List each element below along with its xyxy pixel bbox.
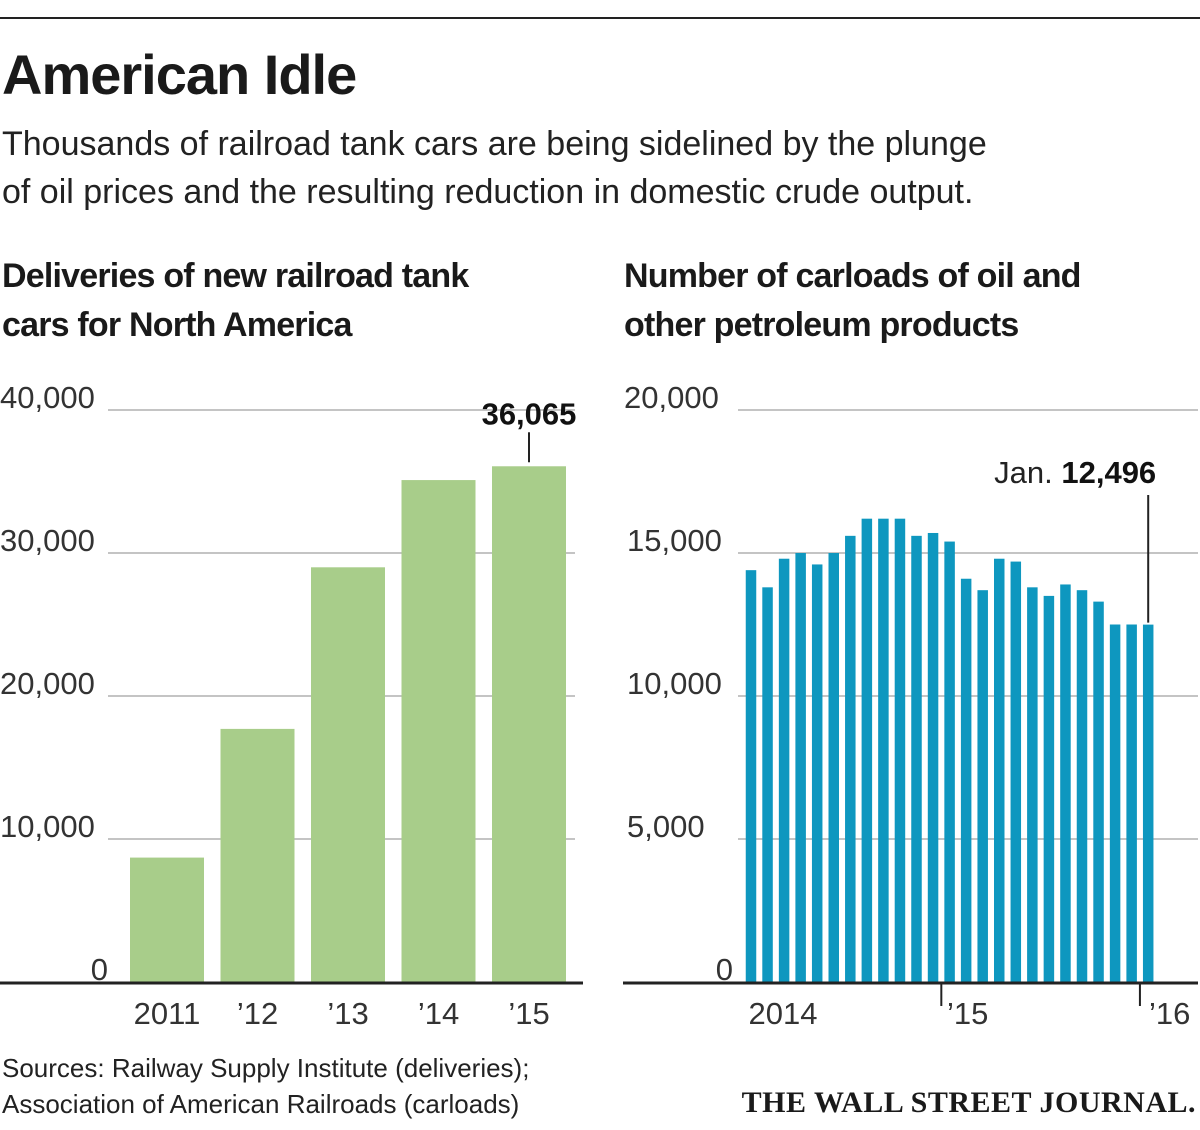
bar xyxy=(1143,625,1154,982)
bar xyxy=(862,519,873,982)
x-tick-label: ’13 xyxy=(327,996,368,1031)
bar xyxy=(994,559,1005,982)
annotation-prefix: Jan. xyxy=(994,455,1061,490)
bar xyxy=(812,564,823,982)
annotation-label: 36,065 xyxy=(482,396,577,431)
bar xyxy=(928,533,939,982)
source-line: Association of American Railroads (carlo… xyxy=(2,1086,529,1122)
bar xyxy=(1011,562,1022,982)
x-tick-label: ’16 xyxy=(1149,996,1190,1031)
y-tick-label: 10,000 xyxy=(627,666,722,701)
bar xyxy=(130,858,204,982)
bar xyxy=(795,553,806,982)
bar xyxy=(944,542,955,982)
bar xyxy=(878,519,889,982)
bar xyxy=(1126,625,1137,983)
bar xyxy=(746,570,757,982)
subtitle-line: of oil prices and the resulting reductio… xyxy=(2,168,1198,216)
bar xyxy=(311,567,385,982)
bar xyxy=(911,536,922,982)
bar xyxy=(1044,596,1055,982)
annotation-label: Jan. 12,496 xyxy=(994,455,1156,490)
page-subtitle: Thousands of railroad tank cars are bein… xyxy=(2,120,1198,216)
bar xyxy=(492,466,566,982)
x-tick-label: 2014 xyxy=(749,996,818,1031)
y-tick-label: 20,000 xyxy=(0,666,95,701)
y-tick-label: 30,000 xyxy=(0,523,95,558)
x-tick-label: ’15 xyxy=(947,996,988,1031)
source-note: Sources: Railway Supply Institute (deliv… xyxy=(2,1050,529,1122)
y-tick-label: 20,000 xyxy=(624,380,719,415)
bar xyxy=(977,590,988,982)
x-tick-label: ’14 xyxy=(418,996,459,1031)
top-rule xyxy=(0,17,1200,19)
annotation-value: 12,496 xyxy=(1061,455,1156,490)
chart-title-line: Number of carloads of oil and xyxy=(624,252,1200,301)
page-title: American Idle xyxy=(2,40,356,110)
bar xyxy=(1060,584,1071,982)
bar xyxy=(1110,625,1121,983)
charts-canvas: 010,00020,00030,00040,0002011’12’13’14’1… xyxy=(0,360,1200,1040)
bar xyxy=(1027,587,1038,982)
bar xyxy=(779,559,790,982)
bar xyxy=(402,480,476,982)
publisher-brand: THE WALL STREET JOURNAL. xyxy=(742,1086,1196,1120)
bar xyxy=(829,553,840,982)
deliveries-chart-title: Deliveries of new railroad tank cars for… xyxy=(2,252,582,350)
x-tick-label: 2011 xyxy=(134,996,201,1031)
bar xyxy=(895,519,906,982)
bar xyxy=(845,536,856,982)
chart-title-line: Deliveries of new railroad tank xyxy=(2,252,582,301)
x-tick-label: ’12 xyxy=(237,996,278,1031)
bar xyxy=(762,587,773,982)
y-tick-label: 10,000 xyxy=(0,809,95,844)
source-line: Sources: Railway Supply Institute (deliv… xyxy=(2,1050,529,1086)
subtitle-line: Thousands of railroad tank cars are bein… xyxy=(2,120,1198,168)
x-tick-label: ’15 xyxy=(508,996,549,1031)
carloads-chart-title: Number of carloads of oil and other petr… xyxy=(624,252,1200,350)
y-tick-label: 15,000 xyxy=(627,523,722,558)
bar xyxy=(961,579,972,982)
y-tick-label: 5,000 xyxy=(627,809,705,844)
bar xyxy=(1077,590,1088,982)
bar xyxy=(1093,602,1104,982)
chart-title-line: other petroleum products xyxy=(624,301,1200,350)
chart-title-line: cars for North America xyxy=(2,301,582,350)
bar xyxy=(221,729,295,982)
y-tick-label: 40,000 xyxy=(0,380,95,415)
